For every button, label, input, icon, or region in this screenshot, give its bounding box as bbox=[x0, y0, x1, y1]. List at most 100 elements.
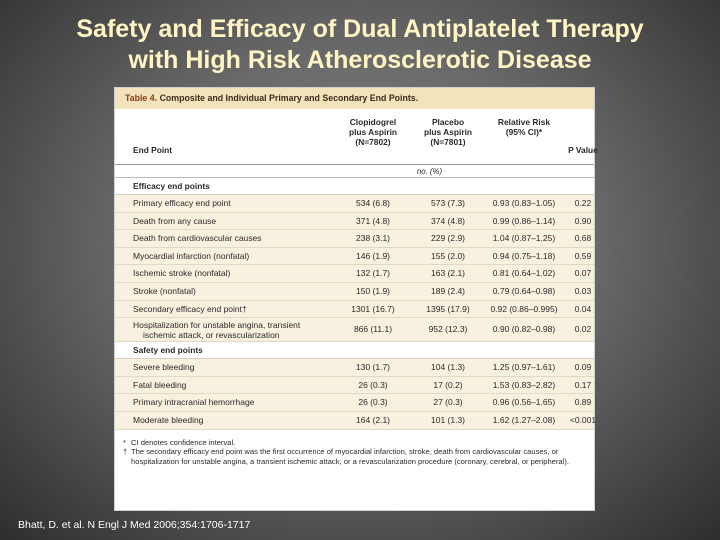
row-endpoint-line2: ischemic attack, or revascularization bbox=[143, 330, 280, 341]
row-p-value: 0.09 bbox=[574, 362, 592, 373]
row-placebo: 952 (12.3) bbox=[428, 324, 468, 335]
row-p-value: 0.03 bbox=[574, 285, 592, 296]
row-clopidogrel: 26 (0.3) bbox=[358, 397, 388, 408]
row-p-value: 0.02 bbox=[574, 324, 592, 335]
row-placebo: 1395 (17.9) bbox=[426, 303, 470, 314]
table-title: Table 4. Composite and Individual Primar… bbox=[115, 88, 594, 109]
footnote-text: The secondary efficacy end point was the… bbox=[131, 447, 569, 466]
row-endpoint: Death from cardiovascular causes bbox=[133, 233, 262, 244]
row-endpoint: Secondary efficacy end point† bbox=[133, 303, 247, 314]
table-row: Primary efficacy end point 534 (6.8) 573… bbox=[115, 195, 594, 213]
table-row: Stroke (nonfatal) 150 (1.9) 189 (2.4) 0.… bbox=[115, 282, 594, 301]
table-row: Secondary efficacy end point† 1301 (16.7… bbox=[115, 300, 594, 319]
row-p-value: 0.59 bbox=[574, 250, 592, 261]
row-placebo: 229 (2.9) bbox=[430, 233, 466, 244]
row-clopidogrel: 238 (3.1) bbox=[355, 233, 391, 244]
row-relative-risk: 0.81 (0.64–1.02) bbox=[492, 268, 556, 279]
row-placebo: 27 (0.3) bbox=[433, 397, 463, 408]
row-relative-risk: 0.92 (0.86–0.995) bbox=[490, 303, 558, 314]
header-relative-risk: Relative Risk (95% CI)* bbox=[497, 117, 551, 137]
table-footnotes: * CI denotes confidence interval. † The … bbox=[115, 430, 594, 467]
row-relative-risk: 0.96 (0.56–1.65) bbox=[492, 397, 556, 408]
row-placebo: 155 (2.0) bbox=[430, 250, 466, 261]
row-endpoint: Myocardial infarction (nonfatal) bbox=[133, 250, 250, 261]
slide-title-line1: Safety and Efficacy of Dual Antiplatelet… bbox=[76, 15, 644, 43]
table-row: Fatal bleeding 26 (0.3) 17 (0.2) 1.53 (0… bbox=[115, 376, 594, 395]
row-clopidogrel: 26 (0.3) bbox=[358, 379, 388, 390]
row-relative-risk: 0.90 (0.82–0.98) bbox=[492, 324, 556, 335]
safety-section-heading: Safety end points bbox=[115, 342, 594, 360]
row-clopidogrel: 150 (1.9) bbox=[355, 285, 391, 296]
footnote-mark: † bbox=[123, 447, 128, 457]
row-p-value: 0.17 bbox=[574, 379, 592, 390]
row-p-value: 0.89 bbox=[574, 397, 592, 408]
table-row: Severe bleeding 130 (1.7) 104 (1.3) 1.25… bbox=[115, 359, 594, 377]
row-endpoint: Death from any cause bbox=[133, 215, 217, 226]
header-clopidogrel: Clopidogrel plus Aspirin (N=7802) bbox=[348, 117, 398, 147]
row-clopidogrel: 130 (1.7) bbox=[355, 362, 391, 373]
row-relative-risk: 0.93 (0.83–1.05) bbox=[492, 198, 556, 208]
row-endpoint: Primary efficacy end point bbox=[133, 198, 231, 208]
row-p-value: 0.90 bbox=[574, 215, 592, 226]
row-endpoint-line1: Hospitalization for unstable angina, tra… bbox=[133, 320, 301, 331]
row-clopidogrel: 866 (11.1) bbox=[353, 324, 393, 335]
table-row: Ischemic stroke (nonfatal) 132 (1.7) 163… bbox=[115, 265, 594, 283]
header-p-value: P Value bbox=[568, 145, 598, 155]
row-endpoint: Severe bleeding bbox=[133, 362, 195, 373]
footnote: * CI denotes confidence interval. bbox=[123, 438, 580, 448]
footnote-text: CI denotes confidence interval. bbox=[131, 437, 236, 447]
row-clopidogrel: 146 (1.9) bbox=[355, 250, 391, 261]
efficacy-rows: Primary efficacy end point 534 (6.8) 573… bbox=[115, 195, 594, 343]
citation: Bhatt, D. et al. N Engl J Med 2006;354:1… bbox=[18, 519, 251, 531]
column-header-row: End Point Clopidogrel plus Aspirin (N=78… bbox=[115, 109, 598, 165]
table-row: Hospitalization for unstable angina, tra… bbox=[115, 318, 594, 343]
row-endpoint: Ischemic stroke (nonfatal) bbox=[133, 268, 231, 279]
results-table: Table 4. Composite and Individual Primar… bbox=[114, 87, 598, 511]
table-row: Moderate bleeding 164 (2.1) 101 (1.3) 1.… bbox=[115, 411, 596, 430]
row-p-value: 0.68 bbox=[574, 233, 592, 244]
row-endpoint: Primary intracranial hemorrhage bbox=[133, 397, 255, 408]
header-placebo: Placebo plus Aspirin (N=7801) bbox=[423, 117, 473, 147]
row-placebo: 374 (4.8) bbox=[430, 215, 466, 226]
row-relative-risk: 0.99 (0.86–1.14) bbox=[492, 215, 556, 226]
table-row: Death from cardiovascular causes 238 (3.… bbox=[115, 230, 594, 248]
row-relative-risk: 1.53 (0.83–2.82) bbox=[492, 379, 556, 390]
efficacy-section-heading: Efficacy end points bbox=[115, 178, 594, 195]
safety-rows: Severe bleeding 130 (1.7) 104 (1.3) 1.25… bbox=[115, 359, 596, 430]
row-relative-risk: 1.25 (0.97–1.61) bbox=[492, 362, 556, 373]
row-clopidogrel: 164 (2.1) bbox=[355, 414, 391, 425]
row-placebo: 163 (2.1) bbox=[430, 268, 466, 279]
table-row: Primary intracranial hemorrhage 26 (0.3)… bbox=[115, 394, 594, 412]
row-placebo: 189 (2.4) bbox=[430, 285, 466, 296]
row-p-value: 0.07 bbox=[574, 268, 592, 279]
row-p-value: <0.001 bbox=[569, 414, 597, 425]
row-clopidogrel: 132 (1.7) bbox=[355, 268, 391, 279]
table-caption: Composite and Individual Primary and Sec… bbox=[159, 93, 419, 103]
row-clopidogrel: 371 (4.8) bbox=[355, 215, 391, 226]
row-placebo: 101 (1.3) bbox=[430, 414, 466, 425]
row-relative-risk: 0.94 (0.75–1.18) bbox=[492, 250, 556, 261]
table-number: Table 4. bbox=[125, 93, 158, 103]
slide-title: Safety and Efficacy of Dual Antiplatelet… bbox=[0, 14, 720, 76]
row-clopidogrel: 534 (6.8) bbox=[355, 198, 391, 208]
footnote: † The secondary efficacy end point was t… bbox=[123, 447, 580, 466]
row-relative-risk: 0.79 (0.64–0.98) bbox=[492, 285, 556, 296]
row-clopidogrel: 1301 (16.7) bbox=[351, 303, 395, 314]
row-endpoint: Moderate bleeding bbox=[133, 414, 204, 425]
footnote-mark: * bbox=[123, 437, 126, 447]
row-placebo: 17 (0.2) bbox=[433, 379, 463, 390]
row-endpoint: Fatal bleeding bbox=[133, 379, 187, 390]
row-relative-risk: 1.04 (0.87–1.25) bbox=[492, 233, 556, 244]
row-endpoint: Stroke (nonfatal) bbox=[133, 285, 196, 296]
header-endpoint: End Point bbox=[133, 145, 173, 155]
row-endpoint: Hospitalization for unstable angina, tra… bbox=[133, 320, 333, 340]
units-row: no. (%) bbox=[115, 165, 594, 178]
row-placebo: 104 (1.3) bbox=[430, 362, 466, 373]
table-row: Myocardial infarction (nonfatal) 146 (1.… bbox=[115, 247, 594, 266]
row-p-value: 0.22 bbox=[574, 198, 592, 208]
row-placebo: 573 (7.3) bbox=[430, 198, 466, 208]
slide-title-line2: with High Risk Atherosclerotic Disease bbox=[128, 46, 592, 74]
row-relative-risk: 1.62 (1.27–2.08) bbox=[492, 414, 556, 425]
row-p-value: 0.04 bbox=[574, 303, 592, 314]
table-row: Death from any cause 371 (4.8) 374 (4.8)… bbox=[115, 212, 594, 231]
